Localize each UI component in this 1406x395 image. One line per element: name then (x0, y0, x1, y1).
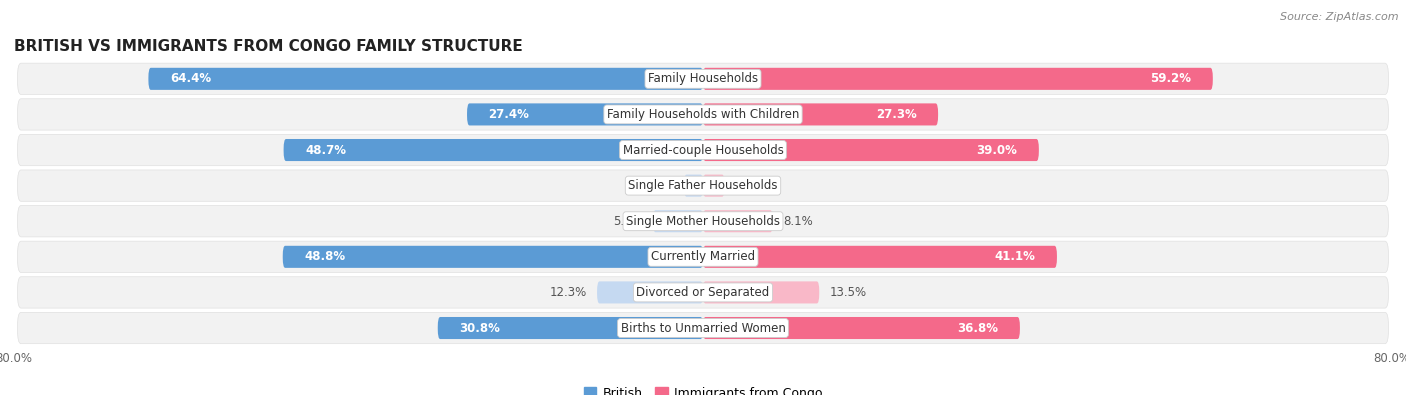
FancyBboxPatch shape (467, 103, 703, 126)
FancyBboxPatch shape (703, 139, 1039, 161)
FancyBboxPatch shape (149, 68, 703, 90)
Legend: British, Immigrants from Congo: British, Immigrants from Congo (579, 382, 827, 395)
Text: 30.8%: 30.8% (460, 322, 501, 335)
FancyBboxPatch shape (17, 241, 1389, 273)
FancyBboxPatch shape (17, 134, 1389, 166)
FancyBboxPatch shape (284, 139, 703, 161)
Text: Births to Unmarried Women: Births to Unmarried Women (620, 322, 786, 335)
FancyBboxPatch shape (703, 317, 1019, 339)
FancyBboxPatch shape (17, 205, 1389, 237)
FancyBboxPatch shape (703, 68, 1213, 90)
Text: 2.5%: 2.5% (735, 179, 765, 192)
Text: 2.2%: 2.2% (644, 179, 673, 192)
FancyBboxPatch shape (685, 175, 703, 197)
FancyBboxPatch shape (703, 175, 724, 197)
Text: Currently Married: Currently Married (651, 250, 755, 263)
Text: 59.2%: 59.2% (1150, 72, 1191, 85)
FancyBboxPatch shape (703, 103, 938, 126)
Text: Divorced or Separated: Divorced or Separated (637, 286, 769, 299)
Text: 13.5%: 13.5% (830, 286, 866, 299)
Text: 8.1%: 8.1% (783, 215, 813, 228)
FancyBboxPatch shape (17, 99, 1389, 130)
FancyBboxPatch shape (17, 170, 1389, 201)
Text: 39.0%: 39.0% (976, 143, 1018, 156)
Text: 48.8%: 48.8% (304, 250, 346, 263)
Text: 36.8%: 36.8% (957, 322, 998, 335)
Text: 41.1%: 41.1% (994, 250, 1035, 263)
Text: Family Households: Family Households (648, 72, 758, 85)
FancyBboxPatch shape (703, 210, 773, 232)
Text: 48.7%: 48.7% (305, 143, 346, 156)
FancyBboxPatch shape (17, 277, 1389, 308)
Text: 27.3%: 27.3% (876, 108, 917, 121)
FancyBboxPatch shape (598, 281, 703, 303)
FancyBboxPatch shape (703, 281, 820, 303)
FancyBboxPatch shape (652, 210, 703, 232)
Text: BRITISH VS IMMIGRANTS FROM CONGO FAMILY STRUCTURE: BRITISH VS IMMIGRANTS FROM CONGO FAMILY … (14, 39, 523, 54)
Text: Family Households with Children: Family Households with Children (607, 108, 799, 121)
FancyBboxPatch shape (283, 246, 703, 268)
Text: 64.4%: 64.4% (170, 72, 211, 85)
FancyBboxPatch shape (17, 63, 1389, 94)
Text: 12.3%: 12.3% (550, 286, 586, 299)
FancyBboxPatch shape (703, 246, 1057, 268)
Text: Married-couple Households: Married-couple Households (623, 143, 783, 156)
FancyBboxPatch shape (437, 317, 703, 339)
Text: Source: ZipAtlas.com: Source: ZipAtlas.com (1281, 12, 1399, 22)
Text: Single Father Households: Single Father Households (628, 179, 778, 192)
Text: 27.4%: 27.4% (488, 108, 530, 121)
Text: 5.8%: 5.8% (613, 215, 643, 228)
Text: Single Mother Households: Single Mother Households (626, 215, 780, 228)
FancyBboxPatch shape (17, 312, 1389, 344)
